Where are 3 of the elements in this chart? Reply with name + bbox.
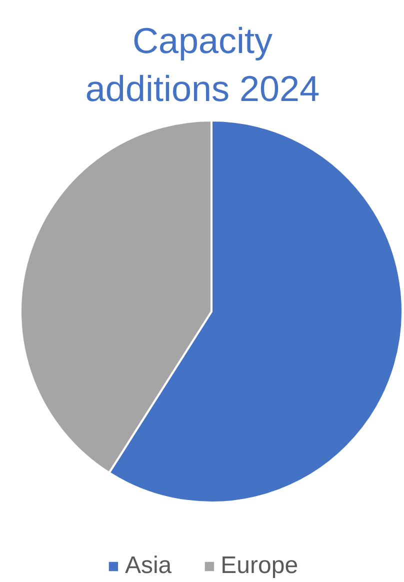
legend-label: Asia <box>124 552 172 580</box>
chart-title: Capacity additions 2024 <box>85 20 320 109</box>
legend-label: Europe <box>220 552 298 580</box>
